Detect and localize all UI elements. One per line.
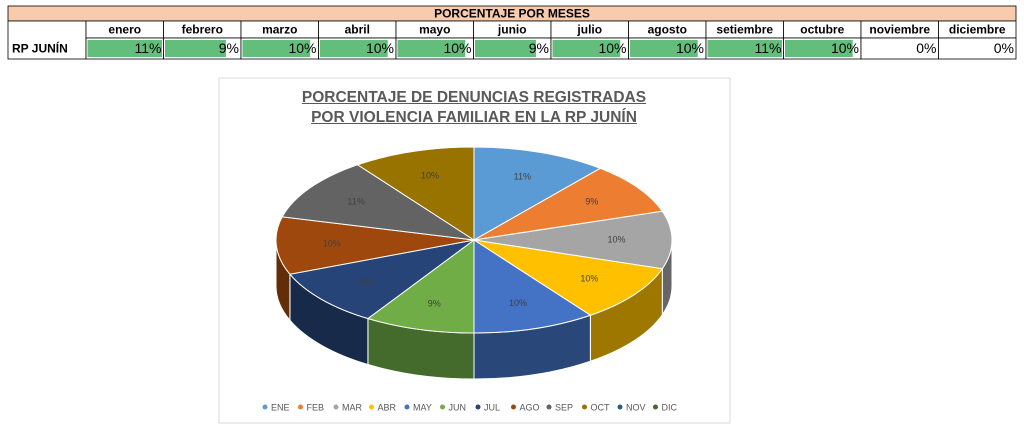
data-label: 11% xyxy=(347,197,364,207)
data-label: 9% xyxy=(585,197,598,207)
value-label: 11% xyxy=(135,40,162,56)
data-label: 10% xyxy=(509,298,527,308)
slice xyxy=(473,210,673,270)
value-label: 10% xyxy=(443,40,471,56)
legend-label: DIC xyxy=(662,402,678,412)
chart-title: PORCENTAJE DE DENUNCIAS REGISTRADAS POR … xyxy=(301,89,647,126)
legend-label: JUL xyxy=(484,402,500,412)
data-label: 10% xyxy=(355,277,373,287)
slice xyxy=(281,164,475,241)
row-label: RP JUNÍN xyxy=(12,41,68,56)
value-label: 11% xyxy=(755,40,782,56)
legend-label: MAR xyxy=(342,402,363,412)
legend-swatch xyxy=(475,404,481,410)
value-label: 10% xyxy=(288,40,316,56)
data-label: 10% xyxy=(323,239,341,249)
legend-label: FEB xyxy=(307,402,325,412)
data-label: 10% xyxy=(421,171,439,181)
value-label: 10% xyxy=(676,40,704,56)
month-header: octubre xyxy=(800,23,844,37)
data-bar xyxy=(475,40,536,57)
month-header: noviembre xyxy=(869,23,930,37)
value-label: 9% xyxy=(529,40,549,56)
month-header: julio xyxy=(576,23,602,37)
month-header: setiembre xyxy=(716,23,773,37)
data-label: 11% xyxy=(514,171,531,181)
legend-swatch xyxy=(404,404,410,410)
legend-label: AGO xyxy=(520,402,540,412)
data-bar xyxy=(785,40,853,57)
value-cell xyxy=(938,37,1017,60)
legend-label: OCT xyxy=(591,402,611,412)
legend-swatch xyxy=(298,404,303,410)
month-header: enero xyxy=(108,23,141,37)
data-label: 10% xyxy=(580,274,598,284)
month-header: febrero xyxy=(182,23,223,37)
value-label: 0% xyxy=(916,40,936,56)
legend-swatch xyxy=(582,404,587,410)
data-label: 10% xyxy=(608,234,626,244)
month-header: mayo xyxy=(419,23,450,37)
data-bar xyxy=(397,40,466,57)
value-label: 10% xyxy=(831,40,859,56)
legend-swatch xyxy=(653,404,658,410)
data-bar xyxy=(707,40,782,57)
data-label: 9% xyxy=(428,299,441,309)
legend-swatch xyxy=(369,404,374,410)
month-header: marzo xyxy=(262,23,297,37)
legend-swatch xyxy=(262,404,268,410)
legend-swatch xyxy=(546,404,552,410)
data-bar xyxy=(165,40,226,57)
legend-swatch xyxy=(617,404,623,410)
legend-swatch xyxy=(333,404,339,410)
slice xyxy=(356,146,475,241)
slice xyxy=(473,239,664,316)
value-label: 10% xyxy=(598,40,626,56)
legend-label: JUN xyxy=(449,402,467,412)
data-bar xyxy=(320,40,388,57)
slice xyxy=(288,239,475,320)
month-header: agosto xyxy=(648,23,687,37)
slice xyxy=(366,239,475,334)
legend-label: MAY xyxy=(413,402,432,412)
value-label: 0% xyxy=(994,40,1014,56)
slice xyxy=(473,146,602,241)
slice xyxy=(473,239,592,334)
data-bar xyxy=(87,40,162,57)
month-header: diciembre xyxy=(949,23,1006,37)
table-title: PORCENTAJE POR MESES xyxy=(434,7,590,21)
value-label: 10% xyxy=(366,40,394,56)
slice xyxy=(473,167,664,241)
legend-label: ABR xyxy=(378,402,397,412)
data-bar xyxy=(552,40,621,57)
row-label-cell xyxy=(7,20,87,60)
value-label: 9% xyxy=(219,40,239,56)
data-bar xyxy=(242,40,311,57)
legend-swatch xyxy=(440,404,445,410)
legend-swatch xyxy=(511,404,516,410)
legend-label: SEP xyxy=(555,402,573,412)
legend-label: ENE xyxy=(271,402,290,412)
slice xyxy=(275,216,475,275)
legend-label: NOV xyxy=(626,402,646,412)
month-header: junio xyxy=(497,23,527,37)
month-header: abril xyxy=(345,23,370,37)
data-bar xyxy=(630,40,698,57)
